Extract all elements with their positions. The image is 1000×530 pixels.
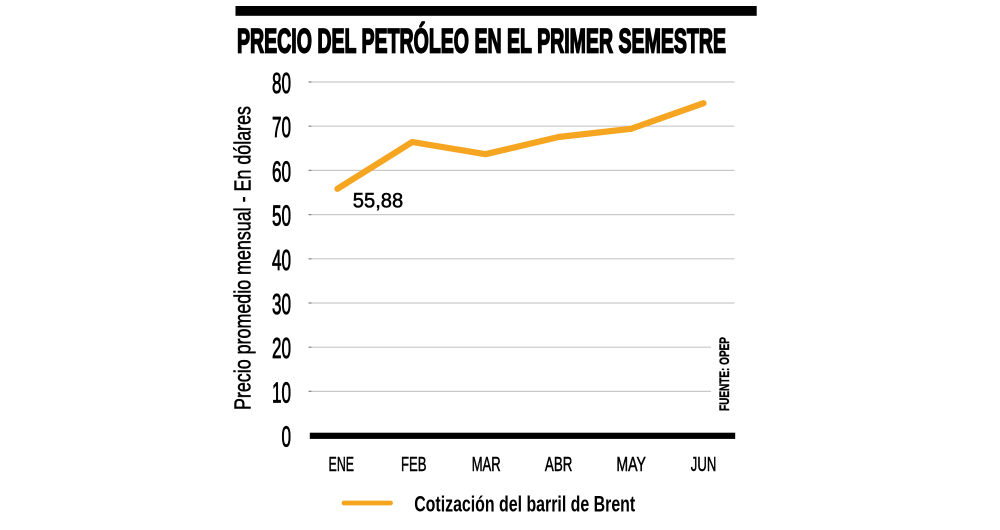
svg-text:30: 30 <box>272 289 291 321</box>
svg-text:10: 10 <box>272 377 291 409</box>
svg-text:ABR: ABR <box>545 453 573 476</box>
svg-text:ENE: ENE <box>329 453 355 476</box>
svg-text:55,88: 55,88 <box>353 189 403 212</box>
svg-text:60: 60 <box>272 156 291 188</box>
svg-text:0: 0 <box>282 422 292 454</box>
svg-text:FEB: FEB <box>401 453 427 476</box>
svg-text:50: 50 <box>272 201 291 233</box>
svg-text:PRECIO DEL PETRÓLEO EN EL PRIM: PRECIO DEL PETRÓLEO EN EL PRIMER SEMESTR… <box>237 22 726 60</box>
svg-text:70: 70 <box>272 112 291 144</box>
svg-text:Precio promedio mensual - En d: Precio promedio mensual - En dólares <box>230 106 256 410</box>
svg-text:MAR: MAR <box>472 453 501 476</box>
svg-text:Cotización del barril de Brent: Cotización del barril de Brent <box>414 491 635 516</box>
svg-text:20: 20 <box>272 333 291 365</box>
svg-text:80: 80 <box>272 68 291 100</box>
svg-text:40: 40 <box>272 245 291 277</box>
svg-text:MAY: MAY <box>616 453 646 476</box>
svg-text:JUN: JUN <box>691 453 717 476</box>
svg-text:FUENTE: OPEP: FUENTE: OPEP <box>716 337 732 411</box>
